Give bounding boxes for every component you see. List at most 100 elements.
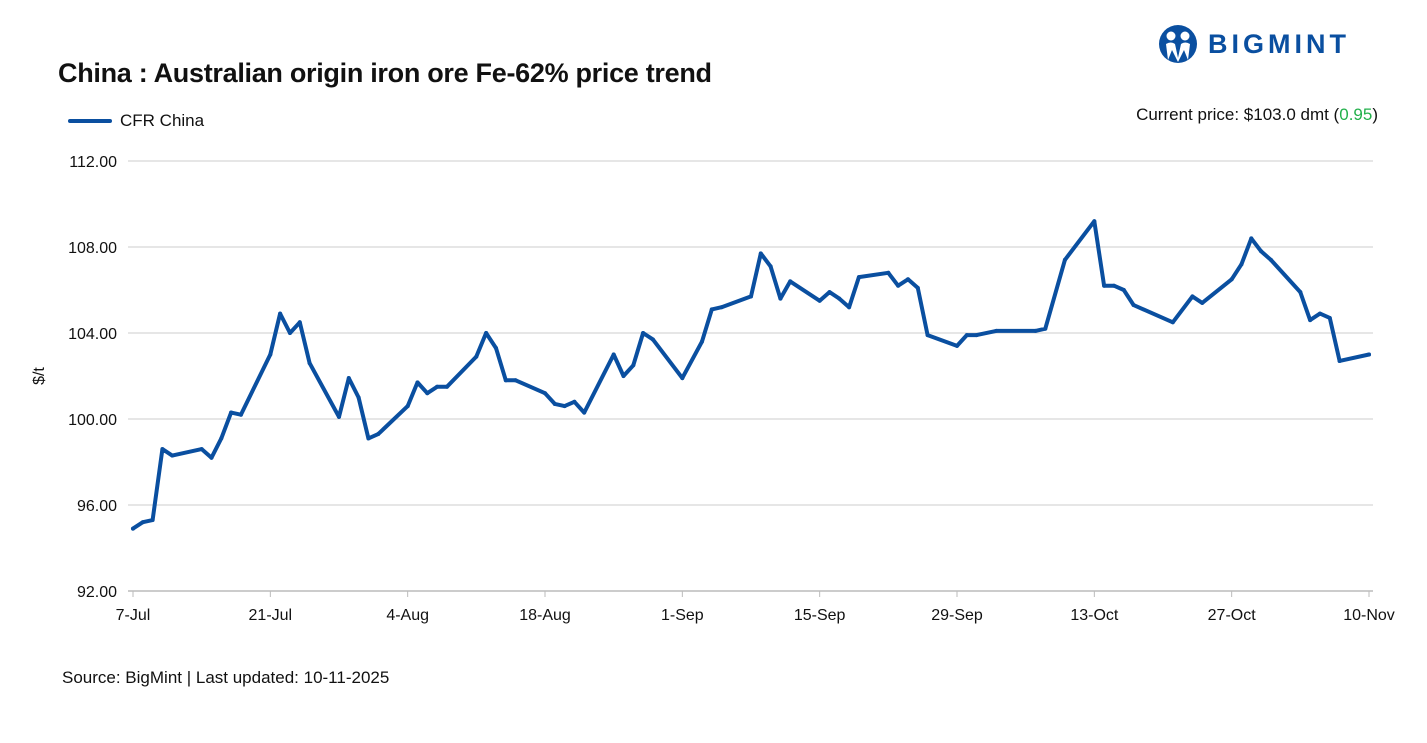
data-point [827,290,832,295]
x-tick-label: 21-Jul [249,607,293,624]
data-point [974,333,979,338]
data-point [415,380,420,385]
data-point [376,432,381,437]
data-point [503,378,508,383]
x-tick-label: 4-Aug [386,607,429,624]
data-point [229,410,234,415]
data-point [1229,277,1234,282]
legend-label: CFR China [120,111,205,130]
data-point [749,294,753,299]
data-point [847,305,852,310]
logo-wordmark: BIGMINT [1208,28,1350,59]
source-note: Source: BigMint | Last updated: 10-11-20… [62,668,390,687]
data-point [219,436,224,441]
data-point [444,384,449,389]
data-point [1043,326,1048,331]
bigmint-logo-icon [1159,25,1197,63]
data-point [699,339,704,344]
legend: CFR China [68,111,204,131]
data-point [964,333,969,338]
y-tick-label: 96.00 [77,498,117,515]
data-point [709,307,714,312]
data-point [905,277,910,282]
price-change: 0.95 [1339,105,1373,124]
data-point [405,404,410,409]
x-tick-label: 29-Sep [931,607,983,624]
data-point [631,363,636,368]
data-point [925,333,930,338]
x-tick-label: 13-Oct [1070,607,1119,624]
data-point [160,447,165,452]
legend-swatch [68,119,112,123]
data-point [337,414,341,419]
data-point [650,337,655,342]
data-point [425,391,430,396]
data-point [238,412,243,417]
chart-title: China : Australian origin iron ore Fe-62… [58,58,712,88]
data-point [484,331,489,335]
data-point [552,401,557,406]
data-point [886,270,891,275]
x-tick-label: 18-Aug [519,607,571,624]
data-point [1268,257,1273,262]
y-axis-label: $/t [31,367,48,385]
x-tick-label: 10-Nov [1343,607,1395,624]
data-point [356,395,361,400]
data-point [150,518,155,523]
data-point [1131,303,1136,308]
current-price-close: ) [1372,105,1378,124]
data-point [768,264,773,269]
data-point [719,305,724,310]
data-point [366,436,371,441]
data-point [1170,320,1175,325]
data-point [297,320,302,325]
data-point [621,374,626,378]
data-point [1190,294,1195,299]
data-point [572,399,577,404]
x-tick-label: 1-Sep [661,607,704,624]
data-point [778,296,783,301]
data-point [1317,311,1322,316]
data-point [955,343,959,348]
series-line-cfr-china [131,219,1371,531]
bigmint-logo: BIGMINT [1158,24,1350,64]
data-point [140,520,145,525]
data-point [278,311,283,316]
data-point [1367,352,1371,357]
data-point [1337,358,1342,363]
data-point [1033,328,1038,333]
data-point [1092,219,1097,224]
data-point [582,410,587,415]
data-point [1298,290,1303,295]
data-point [562,404,567,409]
data-point [1259,249,1264,254]
data-point [493,346,498,351]
data-point [1102,283,1107,288]
data-point [788,279,793,284]
data-point [1308,318,1313,323]
data-point [1111,283,1116,288]
data-point [1200,300,1205,305]
data-point [513,378,518,383]
data-point [474,354,479,359]
data-point [435,384,440,389]
data-point [170,453,175,458]
data-point [680,376,685,381]
y-tick-label: 104.00 [68,326,117,343]
data-point [994,328,999,333]
y-tick-label: 112.00 [69,154,117,171]
data-point [641,331,646,335]
data-point [346,376,351,381]
data-point [915,285,920,290]
data-point [131,526,135,531]
current-price-label: Current price: $103.0 dmt ( [1136,105,1340,124]
data-point [1249,236,1254,241]
data-point [1121,288,1126,292]
data-point [758,251,763,256]
data-point [268,352,273,357]
data-point [896,283,901,288]
data-point [611,352,616,357]
y-tick-label: 92.00 [77,584,117,601]
y-tick-label: 100.00 [68,412,117,429]
